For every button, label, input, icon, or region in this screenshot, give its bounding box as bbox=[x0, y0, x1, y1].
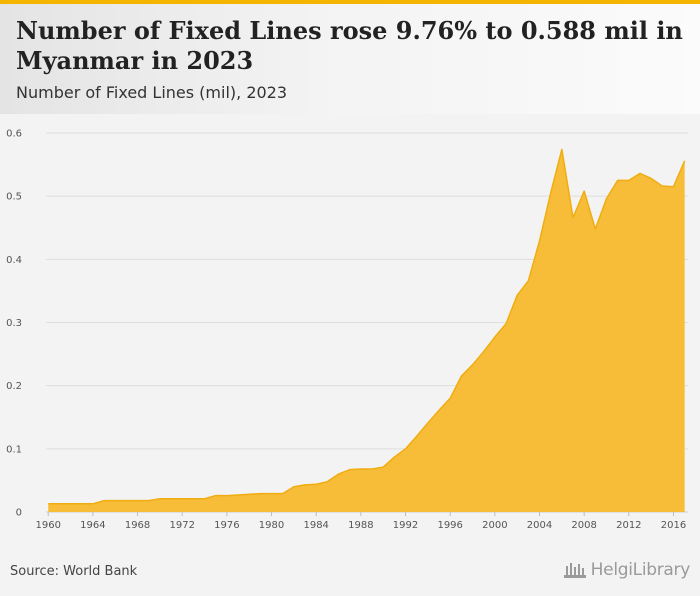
chart-footer: Source: World Bank HelgiLibrary bbox=[0, 544, 700, 596]
y-tick-label: 0.5 bbox=[6, 192, 22, 203]
y-axis-ticks: 0 0.1 0.2 0.3 0.4 0.5 0.6 bbox=[6, 129, 22, 519]
chart-header: Number of Fixed Lines rose 9.76% to 0.58… bbox=[0, 4, 700, 114]
x-tick-label: 1992 bbox=[393, 520, 418, 531]
x-tick-label: 1968 bbox=[125, 520, 150, 531]
chart-area: 0 0.1 0.2 0.3 0.4 0.5 0.6 1960 1964 1968 1972 1976… bbox=[0, 114, 700, 544]
x-tick-label: 2004 bbox=[527, 520, 552, 531]
library-icon bbox=[563, 563, 586, 578]
area-chart: 0 0.1 0.2 0.3 0.4 0.5 0.6 1960 1964 1968 1972 1976… bbox=[6, 129, 688, 531]
x-tick-label: 2016 bbox=[661, 520, 686, 531]
chart-title: Number of Fixed Lines rose 9.76% to 0.58… bbox=[16, 16, 683, 75]
y-tick-label: 0.4 bbox=[6, 255, 22, 266]
chart-subtitle: Number of Fixed Lines (mil), 2023 bbox=[16, 83, 288, 102]
x-tick-label: 1960 bbox=[36, 520, 61, 531]
x-tick-label: 2012 bbox=[616, 520, 641, 531]
x-tick-label: 1972 bbox=[169, 520, 194, 531]
x-axis-ticks: 1960 1964 1968 1972 1976 1980 1984 1988 1992 1996… bbox=[36, 511, 688, 531]
logo-text: HelgiLibrary bbox=[590, 560, 691, 580]
x-tick-label: 1988 bbox=[348, 520, 373, 531]
chart-series bbox=[48, 148, 686, 513]
y-tick-label: 0.2 bbox=[6, 381, 22, 392]
source-note: Source: World Bank bbox=[10, 564, 138, 579]
y-tick-label: 0.6 bbox=[6, 129, 22, 140]
y-tick-label: 0 bbox=[16, 508, 22, 519]
y-tick-label: 0.3 bbox=[6, 318, 22, 329]
accent-bar bbox=[0, 0, 700, 4]
series-line bbox=[48, 148, 686, 505]
x-tick-label: 1996 bbox=[437, 520, 462, 531]
x-tick-label: 1980 bbox=[259, 520, 284, 531]
x-tick-label: 2000 bbox=[482, 520, 507, 531]
x-tick-label: 1964 bbox=[80, 520, 105, 531]
helgi-library-logo[interactable]: HelgiLibrary bbox=[563, 560, 690, 580]
x-tick-label: 1984 bbox=[303, 520, 328, 531]
y-tick-label: 0.1 bbox=[6, 444, 22, 455]
x-tick-label: 2008 bbox=[571, 520, 596, 531]
x-tick-label: 1976 bbox=[214, 520, 239, 531]
series-area-fill bbox=[48, 149, 685, 513]
